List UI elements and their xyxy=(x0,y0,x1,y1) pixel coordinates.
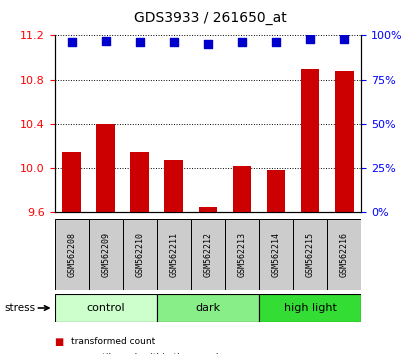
Bar xyxy=(335,71,354,212)
Text: GSM562213: GSM562213 xyxy=(237,232,247,278)
Text: GSM562209: GSM562209 xyxy=(101,232,110,278)
Text: high light: high light xyxy=(284,303,336,313)
Point xyxy=(205,41,211,47)
Bar xyxy=(191,219,225,290)
Bar xyxy=(123,219,157,290)
Text: transformed count: transformed count xyxy=(71,337,156,346)
Bar xyxy=(233,166,251,212)
Bar xyxy=(55,294,157,322)
Bar xyxy=(96,124,115,212)
Text: dark: dark xyxy=(195,303,220,313)
Bar xyxy=(327,219,361,290)
Text: GSM562216: GSM562216 xyxy=(340,232,349,278)
Text: percentile rank within the sample: percentile rank within the sample xyxy=(71,353,225,354)
Point xyxy=(273,40,279,45)
Text: GSM562214: GSM562214 xyxy=(272,232,281,278)
Text: GSM562212: GSM562212 xyxy=(203,232,213,278)
Bar xyxy=(165,160,183,212)
Bar xyxy=(130,152,149,212)
Bar xyxy=(55,219,89,290)
Text: GSM562211: GSM562211 xyxy=(169,232,178,278)
Text: GSM562208: GSM562208 xyxy=(67,232,76,278)
Bar xyxy=(293,219,327,290)
Bar xyxy=(259,219,293,290)
Text: GDS3933 / 261650_at: GDS3933 / 261650_at xyxy=(134,11,286,25)
Bar xyxy=(301,69,320,212)
Text: ■: ■ xyxy=(55,353,64,354)
Bar xyxy=(157,294,259,322)
Bar xyxy=(267,170,286,212)
Bar xyxy=(225,219,259,290)
Point xyxy=(307,36,313,42)
Point xyxy=(68,40,75,45)
Point xyxy=(341,36,347,42)
Text: ■: ■ xyxy=(55,337,64,347)
Bar xyxy=(259,294,361,322)
Text: stress: stress xyxy=(4,303,35,313)
Bar xyxy=(62,152,81,212)
Text: GSM562215: GSM562215 xyxy=(306,232,315,278)
Text: control: control xyxy=(87,303,125,313)
Point xyxy=(171,40,177,45)
Bar xyxy=(89,219,123,290)
Text: GSM562210: GSM562210 xyxy=(135,232,144,278)
Point xyxy=(136,40,143,45)
Bar xyxy=(199,207,217,212)
Bar xyxy=(157,219,191,290)
Point xyxy=(102,38,109,44)
Point xyxy=(239,40,245,45)
